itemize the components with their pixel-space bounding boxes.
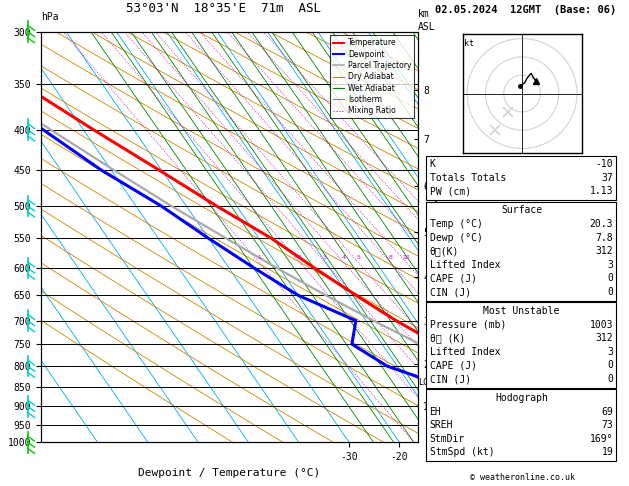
Text: 1003: 1003 <box>590 320 613 330</box>
Text: 0: 0 <box>608 361 613 370</box>
Text: 15: 15 <box>432 255 440 260</box>
Text: 73: 73 <box>601 420 613 430</box>
Text: -10: -10 <box>596 159 613 169</box>
Text: 53°03'N  18°35'E  71m  ASL: 53°03'N 18°35'E 71m ASL <box>126 1 321 15</box>
Text: 37: 37 <box>601 173 613 183</box>
Text: 0: 0 <box>608 287 613 297</box>
Text: Dewp (°C): Dewp (°C) <box>430 233 482 243</box>
Text: StmDir: StmDir <box>430 434 465 444</box>
Text: 19: 19 <box>601 448 613 457</box>
Text: 7.8: 7.8 <box>596 233 613 243</box>
Text: Most Unstable: Most Unstable <box>483 306 560 316</box>
Text: Lifted Index: Lifted Index <box>430 260 500 270</box>
Text: CAPE (J): CAPE (J) <box>430 274 477 283</box>
Text: km: km <box>418 9 430 19</box>
Text: hPa: hPa <box>41 12 58 22</box>
Text: 169°: 169° <box>590 434 613 444</box>
Text: 69: 69 <box>601 407 613 417</box>
Text: LCL: LCL <box>418 378 433 387</box>
Text: 0: 0 <box>608 374 613 384</box>
Text: 8: 8 <box>388 255 392 260</box>
Text: SREH: SREH <box>430 420 453 430</box>
Text: CIN (J): CIN (J) <box>430 374 470 384</box>
Text: Surface: Surface <box>501 206 542 215</box>
Text: 1: 1 <box>257 255 261 260</box>
Text: Temp (°C): Temp (°C) <box>430 219 482 229</box>
Text: 1.13: 1.13 <box>590 187 613 196</box>
Text: 3: 3 <box>323 255 327 260</box>
Text: 5: 5 <box>356 255 360 260</box>
Text: CAPE (J): CAPE (J) <box>430 361 477 370</box>
Text: 0: 0 <box>608 274 613 283</box>
Y-axis label: Mixing Ratio (g/kg): Mixing Ratio (g/kg) <box>436 181 446 293</box>
Text: CIN (J): CIN (J) <box>430 287 470 297</box>
Legend: Temperature, Dewpoint, Parcel Trajectory, Dry Adiabat, Wet Adiabat, Isotherm, Mi: Temperature, Dewpoint, Parcel Trajectory… <box>330 35 415 118</box>
Text: Pressure (mb): Pressure (mb) <box>430 320 506 330</box>
Text: θᴄ (K): θᴄ (K) <box>430 333 465 343</box>
Text: 4: 4 <box>342 255 345 260</box>
Text: 2: 2 <box>298 255 302 260</box>
Text: 02.05.2024  12GMT  (Base: 06): 02.05.2024 12GMT (Base: 06) <box>435 4 616 15</box>
X-axis label: Dewpoint / Temperature (°C): Dewpoint / Temperature (°C) <box>138 468 321 478</box>
Text: 3: 3 <box>608 347 613 357</box>
Text: 10: 10 <box>402 255 410 260</box>
Text: kt: kt <box>464 38 474 48</box>
Text: ASL: ASL <box>418 21 436 32</box>
Text: 3: 3 <box>608 260 613 270</box>
Text: StmSpd (kt): StmSpd (kt) <box>430 448 494 457</box>
Text: Lifted Index: Lifted Index <box>430 347 500 357</box>
Text: PW (cm): PW (cm) <box>430 187 470 196</box>
Text: EH: EH <box>430 407 442 417</box>
Text: © weatheronline.co.uk: © weatheronline.co.uk <box>470 473 574 482</box>
Text: θᴄ(K): θᴄ(K) <box>430 246 459 256</box>
Text: 312: 312 <box>596 333 613 343</box>
Text: Totals Totals: Totals Totals <box>430 173 506 183</box>
Text: K: K <box>430 159 435 169</box>
Text: Hodograph: Hodograph <box>495 393 548 403</box>
Text: 20.3: 20.3 <box>590 219 613 229</box>
Text: 312: 312 <box>596 246 613 256</box>
